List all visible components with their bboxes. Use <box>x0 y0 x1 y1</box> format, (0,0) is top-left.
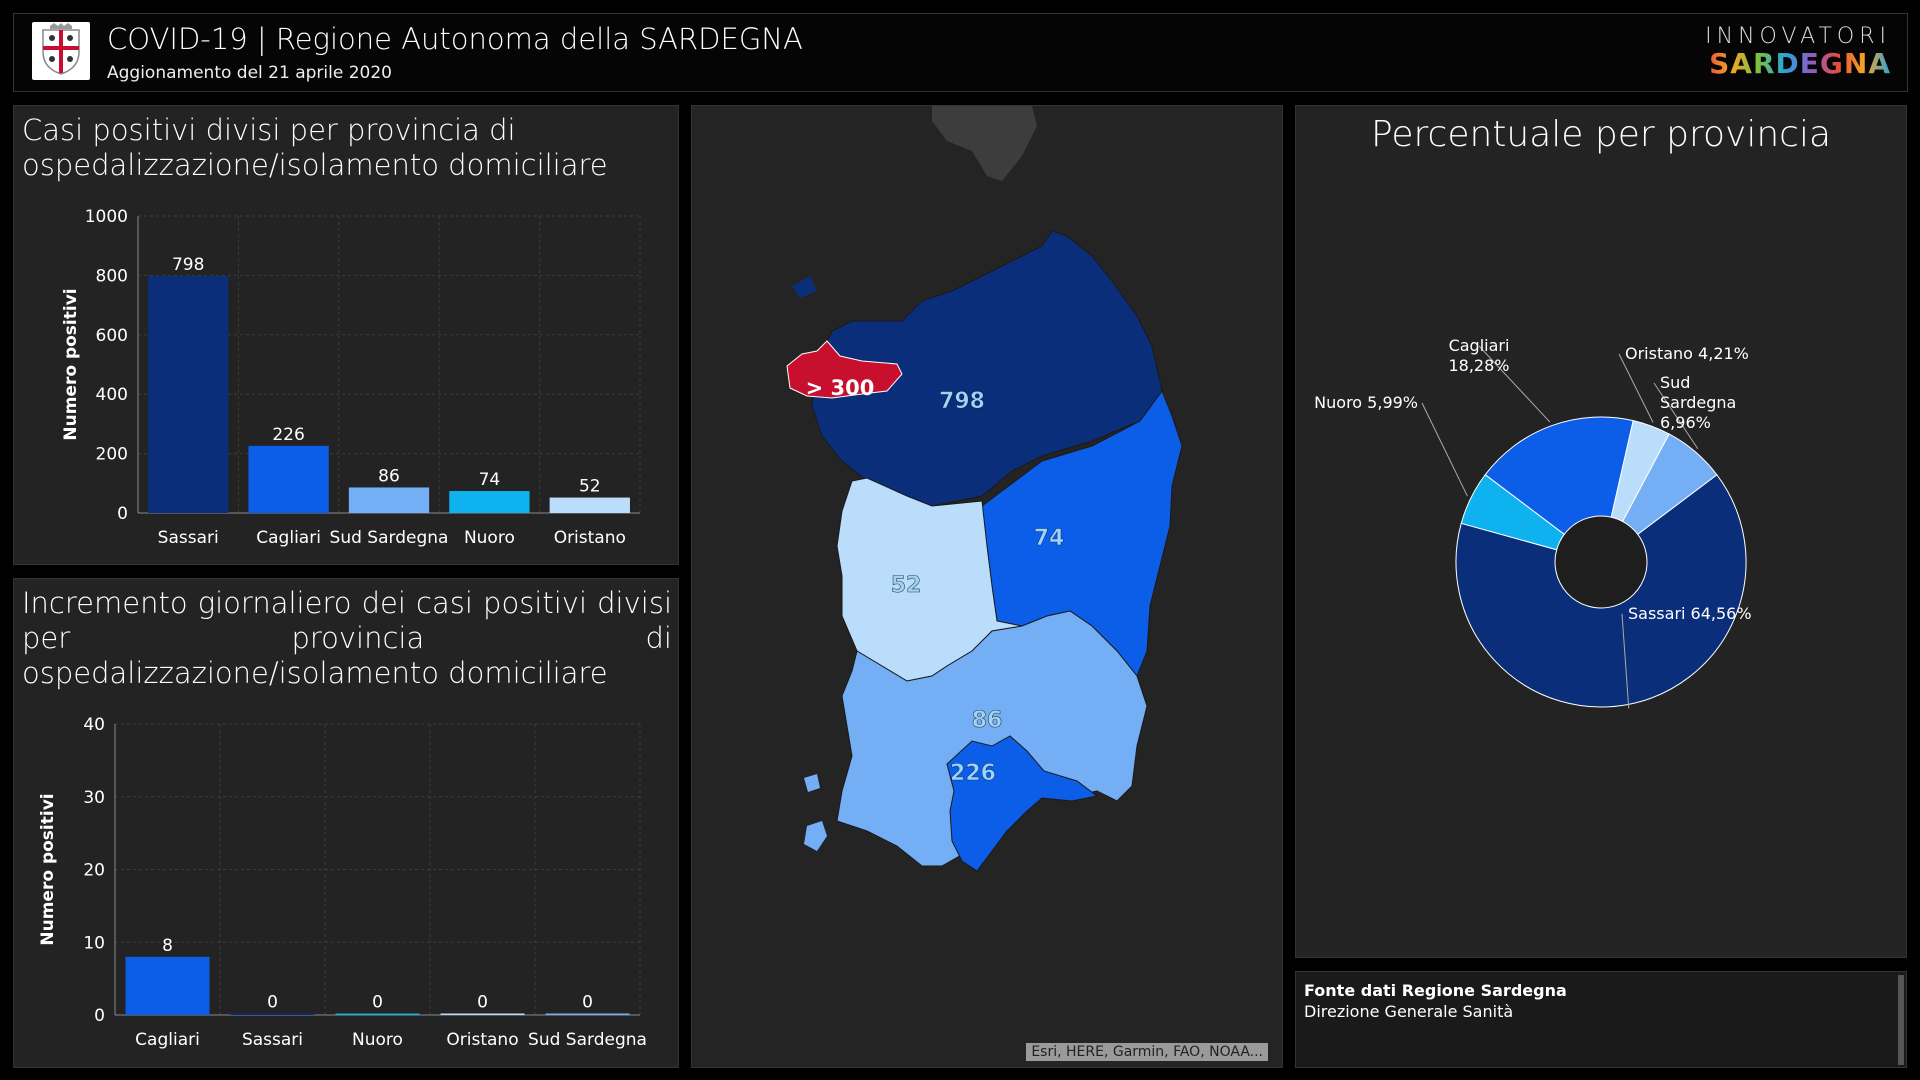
bar <box>549 497 630 513</box>
bar-value-label: 798 <box>172 255 204 275</box>
pie-leader-line <box>1621 613 1630 709</box>
header: COVID-19 | Regione Autonoma della SARDEG… <box>13 13 1908 92</box>
pie-label: Oristano 4,21% <box>1625 344 1749 363</box>
island-asinara <box>792 276 817 298</box>
pie-slice <box>1484 416 1634 535</box>
innovatori-sardegna-logo[interactable]: INNOVATORI SARDEGNA <box>1705 24 1891 80</box>
sardinia-map-panel[interactable]: > 300 798 74 52 86 226 Esri, HERE, Garmi… <box>691 105 1283 1068</box>
bar <box>335 1013 420 1015</box>
bar <box>148 275 229 513</box>
source-title: Fonte dati Regione Sardegna <box>1304 981 1567 1000</box>
map-label-cagliari: 226 <box>950 761 996 786</box>
bar <box>125 956 210 1015</box>
island-san-pietro <box>804 774 820 792</box>
x-tick-label: Sassari <box>242 1030 303 1050</box>
pie-leader-line <box>1618 353 1654 423</box>
bar-value-label: 8 <box>162 936 173 956</box>
pie-label: Sassari 64,56% <box>1628 604 1752 623</box>
y-axis-label: Numero positivi <box>38 793 58 945</box>
map-label-highlight: > 300 <box>806 376 875 400</box>
y-tick-label: 400 <box>96 385 128 405</box>
update-date: Aggionamento del 21 aprile 2020 <box>107 63 392 83</box>
bar-value-label: 74 <box>479 470 501 490</box>
pie-label: Nuoro 5,99% <box>1314 393 1418 412</box>
brand-top-text: INNOVATORI <box>1705 24 1891 49</box>
daily-increase-chart[interactable]: 0 10 20 30 40 Numero positivi 8 Cagliari 0 Sassar… <box>14 579 680 1069</box>
source-department: Direzione Generale Sanità <box>1304 1002 1514 1021</box>
corsica-landmass <box>932 106 1037 181</box>
y-axis-label: Numero positivi <box>61 288 81 440</box>
daily-increase-title: Incremento giornaliero dei casi positivi… <box>22 586 672 690</box>
map-label-nuoro: 74 <box>1034 526 1065 551</box>
pie-slice <box>1610 420 1670 523</box>
data-source-panel: Fonte dati Regione Sardegna Direzione Ge… <box>1295 971 1907 1068</box>
bar <box>440 1013 525 1015</box>
pie-label: 18,28% <box>1448 356 1509 375</box>
x-tick-label: Oristano <box>446 1030 518 1050</box>
x-tick-label: Sud Sardegna <box>528 1030 647 1050</box>
bar-value-label: 52 <box>579 477 601 497</box>
sardinia-map[interactable]: > 300 798 74 52 86 226 <box>692 106 1284 1069</box>
highlighted-area[interactable] <box>786 340 903 399</box>
pie-label: Sud <box>1660 373 1690 392</box>
pie-hole <box>1556 517 1646 607</box>
daily-increase-panel: Incremento giornaliero dei casi positivi… <box>13 578 679 1068</box>
sud-sardegna-province[interactable] <box>836 610 1148 867</box>
bar-value-label: 226 <box>272 425 304 445</box>
y-tick-label: 20 <box>83 861 105 881</box>
dashboard-title: COVID-19 | Regione Autonoma della SARDEG… <box>107 22 803 56</box>
y-tick-label: 0 <box>94 1006 105 1026</box>
bar-value-label: 0 <box>582 993 593 1013</box>
y-tick-label: 200 <box>96 445 128 465</box>
x-tick-label: Nuoro <box>464 528 515 548</box>
sardinia-coat-of-arms-logo <box>32 22 90 80</box>
cases-by-province-panel: Casi positivi divisi per provincia di os… <box>13 105 679 565</box>
bar <box>545 1013 630 1015</box>
bar-value-label: 86 <box>378 466 400 486</box>
pie-leader-line <box>1653 382 1699 450</box>
y-tick-label: 0 <box>117 504 128 524</box>
cases-by-province-chart[interactable]: 0 200 400 600 800 1000 Numero positivi 798 Sassa… <box>14 106 680 566</box>
y-tick-label: 800 <box>96 266 128 286</box>
x-tick-label: Sassari <box>158 528 219 548</box>
cases-by-province-title: Casi positivi divisi per provincia di os… <box>22 113 608 182</box>
x-tick-label: Nuoro <box>352 1030 403 1050</box>
map-label-sud-sardegna: 86 <box>972 708 1003 733</box>
bar <box>449 491 530 513</box>
pie-label: Cagliari <box>1449 336 1510 355</box>
bar-value-label: 0 <box>267 993 278 1013</box>
bar-value-label: 0 <box>477 993 488 1013</box>
x-tick-label: Cagliari <box>256 528 321 548</box>
brand-bottom-text: SARDEGNA <box>1705 47 1891 80</box>
x-tick-label: Sud Sardegna <box>330 528 449 548</box>
pie-leader-line <box>1421 402 1468 497</box>
pie-label: Sardegna <box>1660 393 1736 412</box>
bar <box>248 445 329 513</box>
map-label-sassari: 798 <box>939 389 985 414</box>
pie-label: 6,96% <box>1660 413 1711 432</box>
y-tick-label: 10 <box>83 933 105 953</box>
pie-title: Percentuale per provincia <box>1370 114 1832 155</box>
island-sant-antioco <box>804 821 827 851</box>
province-percentage-panel: Percentuale per provincia Sud Sardegna 6,9… <box>1295 105 1907 958</box>
map-attribution[interactable]: Esri, HERE, Garmin, FAO, NOAA... <box>1026 1043 1268 1061</box>
y-tick-label: 30 <box>83 788 105 808</box>
y-tick-label: 1000 <box>85 207 128 227</box>
bar <box>348 487 430 513</box>
pie-leader-line <box>1478 345 1551 423</box>
x-tick-label: Cagliari <box>135 1030 200 1050</box>
bar <box>230 1013 315 1015</box>
cagliari-province[interactable] <box>946 735 1099 872</box>
bar-value-label: 0 <box>372 993 383 1013</box>
y-tick-label: 600 <box>96 326 128 346</box>
y-tick-label: 40 <box>83 715 105 735</box>
x-tick-label: Oristano <box>554 528 626 548</box>
map-label-oristano: 52 <box>891 573 922 598</box>
pie-slice <box>1455 474 1747 708</box>
source-scrollbar[interactable] <box>1898 975 1904 1065</box>
